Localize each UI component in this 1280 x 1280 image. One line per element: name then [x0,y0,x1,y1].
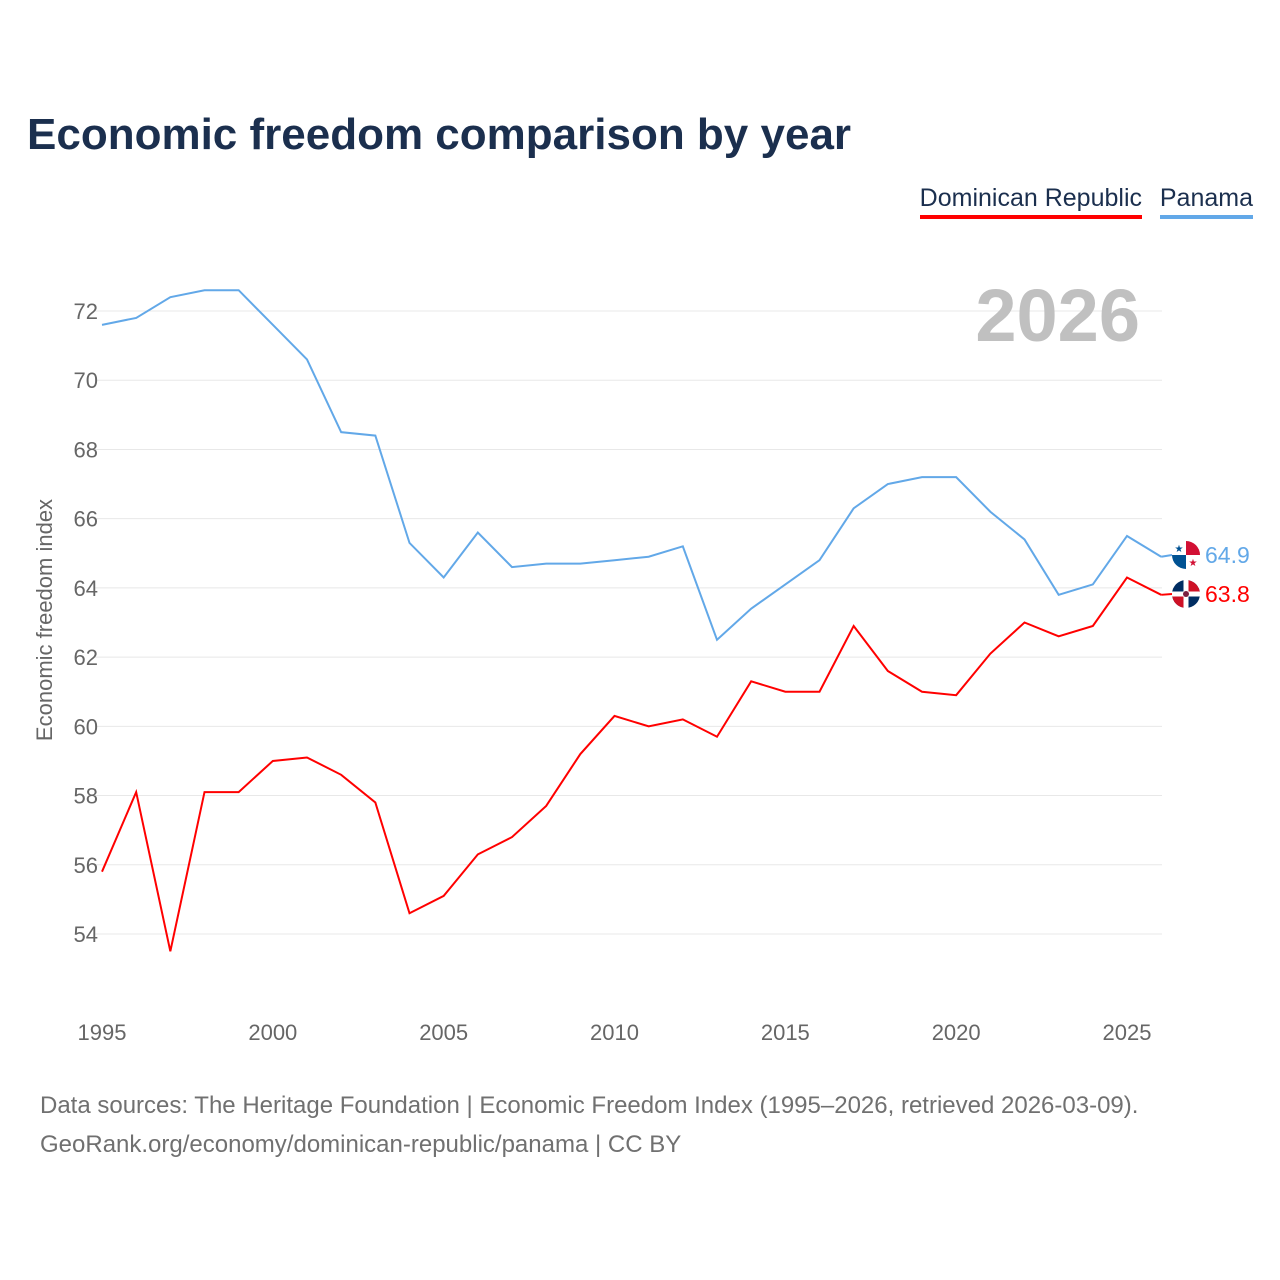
chart-title: Economic freedom comparison by year [27,110,852,159]
flag-emblem [1183,591,1189,597]
y-tick-label: 72 [74,299,98,324]
star-icon: ★ [1175,544,1184,555]
y-tick-label: 62 [74,645,98,670]
x-tick-label: 2020 [932,1020,981,1045]
x-tick-label: 2005 [419,1020,468,1045]
x-tick-label: 2000 [248,1020,297,1045]
y-tick-label: 60 [74,714,98,739]
y-tick-label: 66 [74,507,98,532]
y-tick-label: 64 [74,576,98,601]
end-value-label: 63.8 [1205,581,1250,607]
y-tick-label: 56 [74,853,98,878]
end-connector [1161,593,1173,596]
y-tick-label: 54 [74,922,98,947]
y-axis-label: Economic freedom index [32,499,57,741]
legend-panama[interactable]: Panama [1159,184,1253,219]
x-tick-label: 2010 [590,1020,639,1045]
end-value-label: 64.9 [1205,542,1250,568]
end-connector [1161,554,1173,558]
year-watermark: 2026 [975,274,1140,357]
footer: Data sources: The Heritage Foundation | … [40,1086,1138,1164]
series-line-dominican-republic [101,576,1162,952]
y-tick-label: 68 [74,437,98,462]
y-tick-label: 58 [74,784,98,809]
x-tick-label: 2015 [761,1020,810,1045]
flag-quadrant [1186,541,1200,555]
footer-link[interactable]: GeoRank.org/economy/dominican-republic/p… [40,1131,682,1158]
x-tick-label: 1995 [78,1020,127,1045]
x-tick-label: 2025 [1103,1020,1152,1045]
flag-quadrant [1172,594,1186,608]
star-icon: ★ [1189,558,1198,569]
footer-sources: Data sources: The Heritage Foundation | … [40,1092,1139,1119]
series-line-panama [101,289,1162,642]
flag-quadrant [1186,580,1200,594]
legend-dominican-republic[interactable]: Dominican Republic [919,184,1142,219]
flag-quadrant [1172,555,1186,569]
y-tick-label: 70 [74,368,98,393]
